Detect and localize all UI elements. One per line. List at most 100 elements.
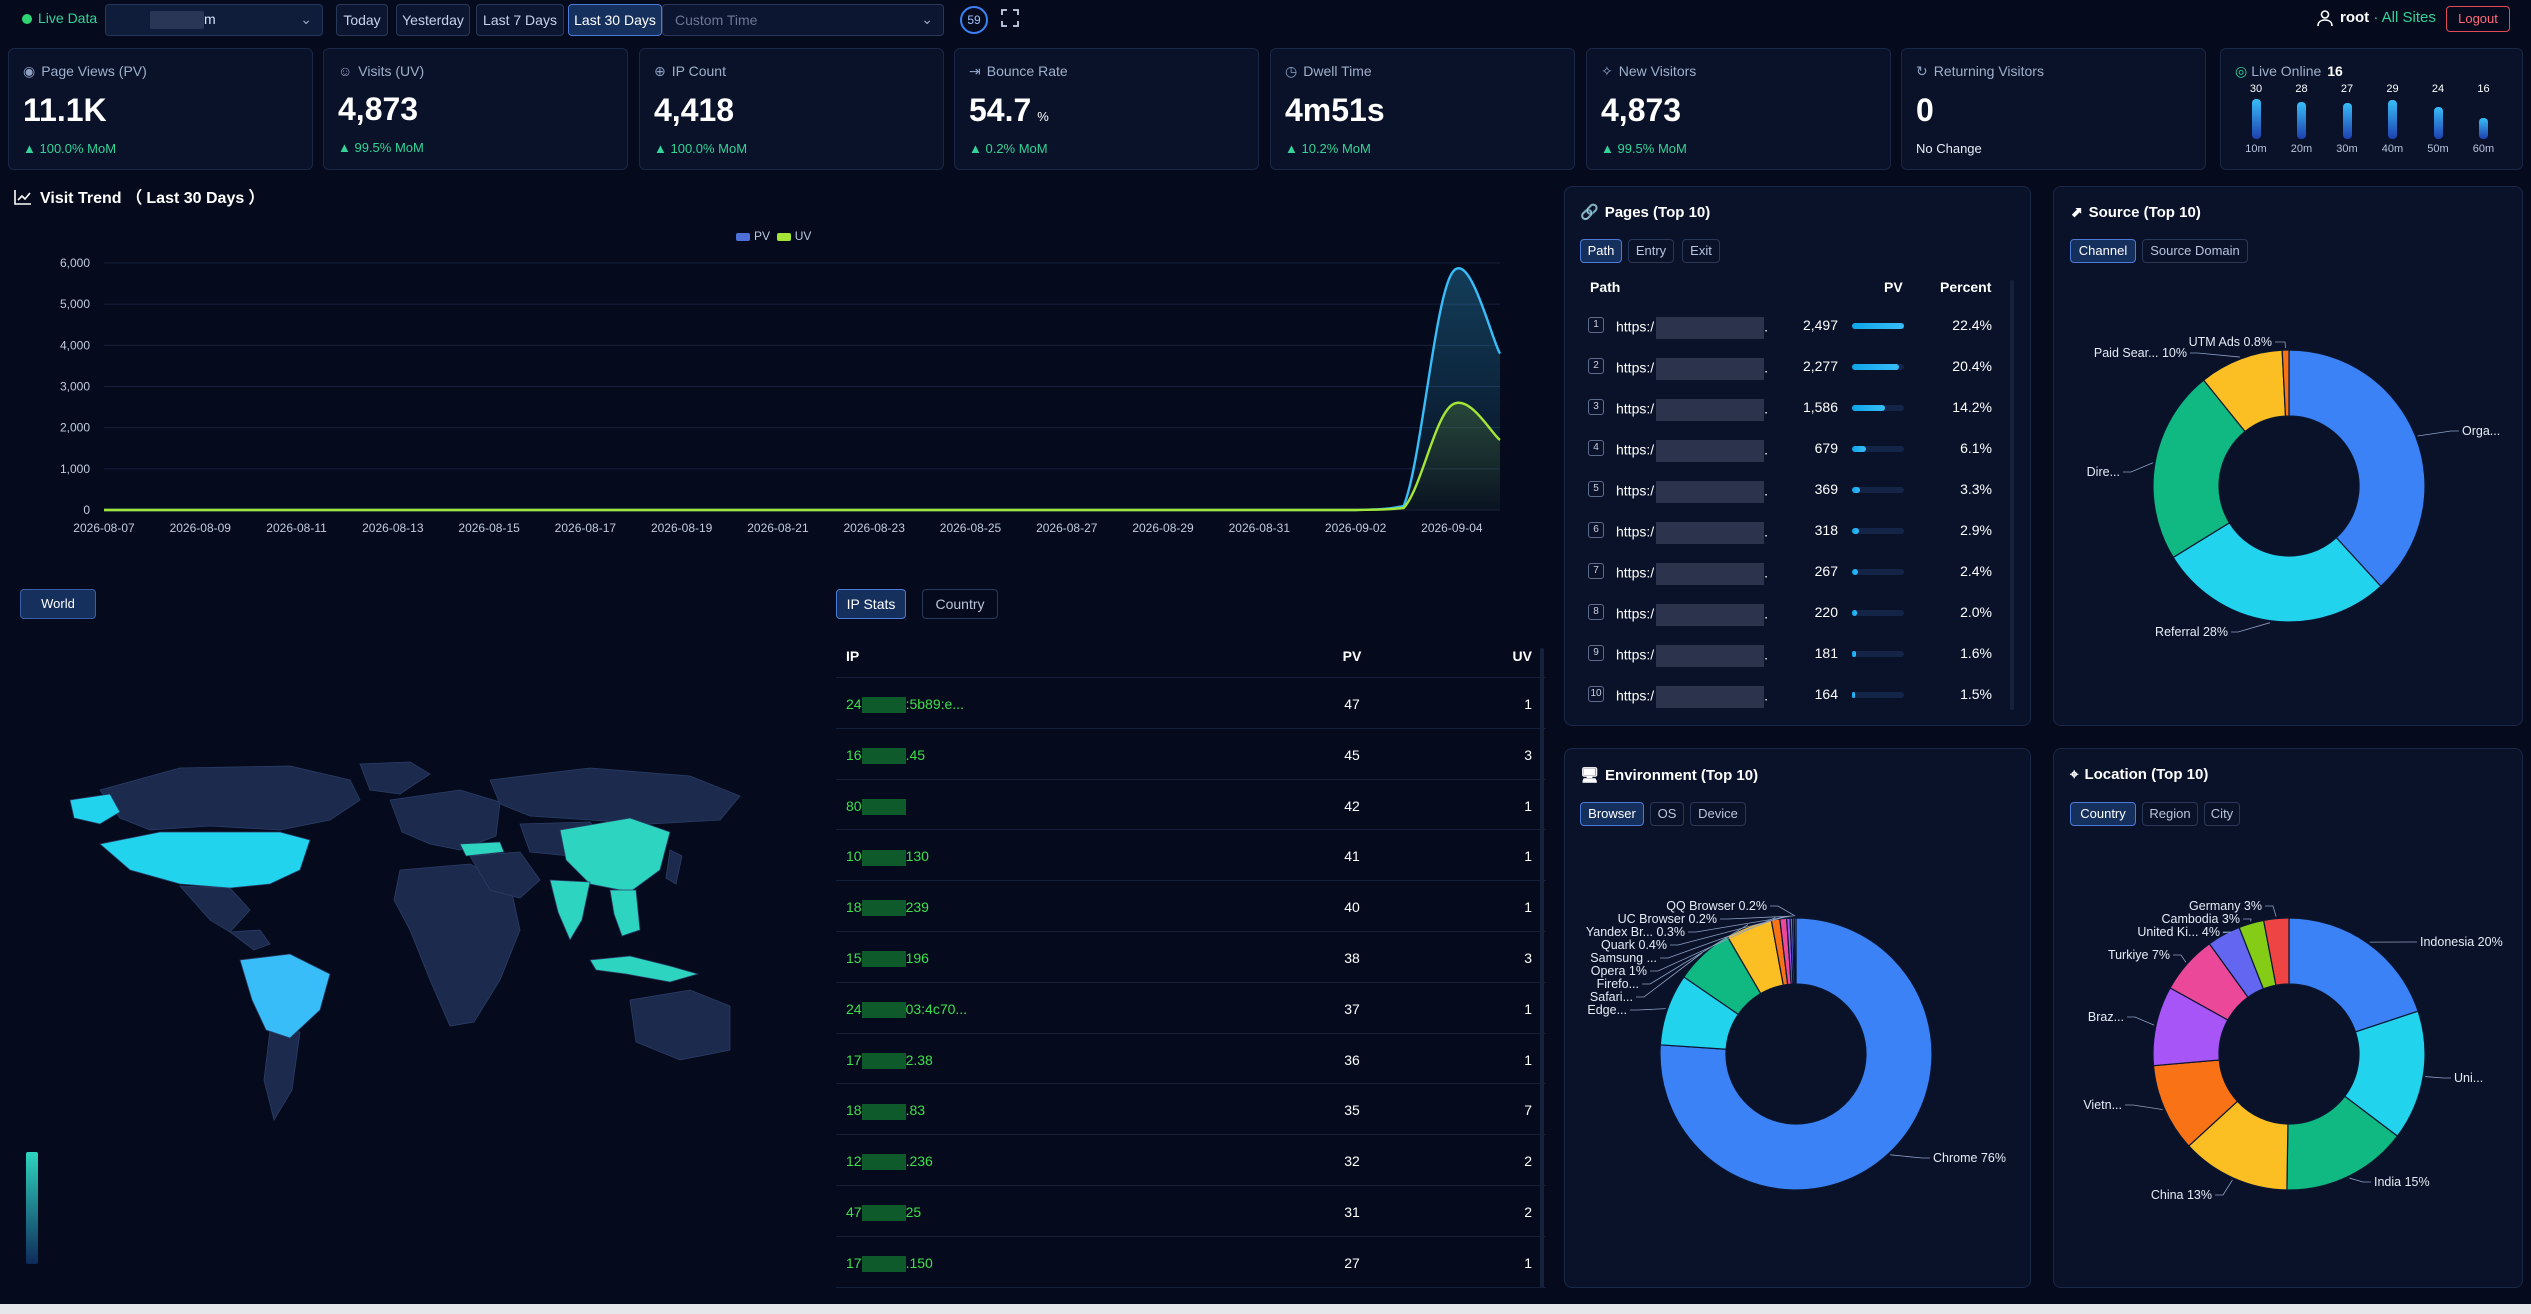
chevron-down-icon: ⌄ [300, 11, 312, 27]
page-row[interactable]: 10 https:/. 164 1.5% [1588, 674, 2000, 715]
pv-cell: 42 [1344, 797, 1360, 814]
pv-cell: 36 [1344, 1051, 1360, 1068]
page-row[interactable]: 2 https:/. 2,277 20.4% [1588, 346, 2000, 387]
series-line-uv[interactable] [104, 401, 1501, 512]
page-url[interactable]: https:/. [1616, 317, 1768, 339]
live-bar-label: 20m [2290, 143, 2313, 155]
column-header-uv[interactable]: UV [1512, 648, 1532, 664]
label-leader-line [1642, 924, 1749, 985]
page-url[interactable]: https:/. [1616, 563, 1768, 585]
tab-ip-stats[interactable]: IP Stats [836, 589, 906, 619]
time-last30-button[interactable]: Last 30 Days [568, 4, 662, 36]
refresh-countdown[interactable]: 59 [960, 6, 988, 34]
donut-slice[interactable] [2288, 349, 2426, 588]
page-url[interactable]: https:/. [1616, 522, 1768, 544]
table-row[interactable]: 47 25 31 2 [836, 1186, 1546, 1237]
table-row[interactable]: 17 2.38 36 1 [836, 1034, 1546, 1085]
tab-exit[interactable]: Exit [1682, 239, 1720, 263]
world-map[interactable] [30, 760, 770, 1140]
tab-entry[interactable]: Entry [1628, 239, 1674, 263]
tab-country[interactable]: Country [2070, 802, 2136, 826]
location-donut-chart[interactable]: Indonesia 20% Uni... India 15% China 13% Vie… [2053, 880, 2523, 1280]
page-row[interactable]: 4 https:/. 679 6.1% [1588, 428, 2000, 469]
donut-slice[interactable] [2288, 917, 2419, 1033]
page-url[interactable]: https:/. [1616, 440, 1768, 462]
environment-donut-chart[interactable]: Chrome 76% Edge...Safari...Firefo...Opera… [1564, 880, 2031, 1280]
source-donut-chart[interactable]: Orga... Referral 28% Dire... Paid Sear... 1… [2053, 280, 2523, 680]
table-row[interactable]: 12.236 32 2 [836, 1135, 1546, 1186]
table-row[interactable]: 17.150 27 1 [836, 1237, 1546, 1288]
site-select[interactable]: m ⌄ [105, 4, 323, 36]
column-header-pv[interactable]: PV [1342, 648, 1362, 664]
logout-button[interactable]: Logout [2446, 6, 2510, 32]
donut-slice[interactable] [1659, 917, 1933, 1191]
table-row[interactable]: 18 239 40 1 [836, 881, 1546, 932]
page-url[interactable]: https:/. [1616, 399, 1768, 421]
column-header-path[interactable]: Path [1590, 279, 1621, 295]
tab-channel[interactable]: Channel [2070, 239, 2136, 263]
visit-trend-chart[interactable]: 0 1,000 2,000 3,000 4,000 5,000 6,000 2026-08-0… [0, 240, 1540, 550]
page-row[interactable]: 1 https:/. 2,497 22.4% [1588, 305, 2000, 346]
column-header-ip[interactable]: IP [846, 648, 860, 664]
map-region-mexico [179, 885, 251, 933]
fullscreen-icon[interactable] [1000, 8, 1020, 28]
table-row[interactable]: 16.45 45 3 [836, 729, 1546, 780]
page-url[interactable]: https:/. [1616, 686, 1768, 708]
table-row[interactable]: 15 196 38 3 [836, 932, 1546, 983]
slice-label: Paid Sear... 10% [2094, 346, 2187, 360]
tab-source-domain[interactable]: Source Domain [2142, 239, 2248, 263]
page-row[interactable]: 7 https:/. 267 2.4% [1588, 551, 2000, 592]
donut-slice[interactable] [2152, 379, 2246, 559]
time-today-button[interactable]: Today [336, 4, 388, 36]
ip-mask [861, 951, 906, 968]
sparkle-icon: ✧ [1601, 63, 1613, 79]
page-row[interactable]: 9 https:/. 181 1.6% [1588, 633, 2000, 674]
tab-path[interactable]: Path [1580, 239, 1622, 263]
page-url[interactable]: https:/. [1616, 645, 1768, 667]
label-leader-line [2190, 352, 2240, 358]
donut-slice[interactable] [2281, 349, 2290, 417]
table-row[interactable]: 18.83 35 7 [836, 1084, 1546, 1136]
time-last7-button[interactable]: Last 7 Days [476, 4, 564, 36]
tab-browser[interactable]: Browser [1580, 802, 1644, 826]
page-row[interactable]: 8 https:/. 220 2.0% [1588, 592, 2000, 633]
pages-scrollbar[interactable] [2010, 280, 2014, 710]
time-yesterday-button[interactable]: Yesterday [396, 4, 470, 36]
table-row[interactable]: 24:5b89:e... 47 1 [836, 678, 1546, 729]
legend-label-pv[interactable]: PV [754, 229, 771, 243]
page-row[interactable]: 5 https:/. 369 3.3% [1588, 469, 2000, 510]
tab-device[interactable]: Device [1690, 802, 1746, 826]
page-url[interactable]: https:/. [1616, 481, 1768, 503]
tab-city[interactable]: City [2204, 802, 2240, 826]
custom-time-picker[interactable]: Custom Time ⌄ [662, 4, 944, 36]
world-map-button[interactable]: World [20, 589, 96, 619]
donut-slice[interactable] [2172, 521, 2382, 623]
kpi-mom: ▲ 99.5% MoM [1601, 141, 1687, 156]
legend-label-uv[interactable]: UV [794, 229, 812, 243]
donut-slice[interactable] [1793, 917, 1797, 985]
page-url[interactable]: https:/. [1616, 358, 1768, 380]
label-leader-line [1890, 1154, 1930, 1159]
page-row[interactable]: 3 https:/. 1,586 14.2% [1588, 387, 2000, 428]
url-mask [1656, 686, 1765, 708]
slice-label: UC Browser 0.2% [1618, 912, 1717, 926]
tab-region[interactable]: Region [2142, 802, 2198, 826]
label-leader-line [2215, 1179, 2233, 1196]
tab-country[interactable]: Country [922, 589, 998, 619]
column-header-pv[interactable]: PV [1884, 279, 1903, 295]
table-row[interactable]: 80 42 1 [836, 780, 1546, 831]
table-row[interactable]: 24 03:4c70... 37 1 [836, 983, 1546, 1034]
bottom-scrollbar[interactable] [0, 1304, 2531, 1314]
ip-table-scrollbar[interactable] [1540, 648, 1544, 1288]
page-url[interactable]: https:/. [1616, 604, 1768, 626]
donut-slice[interactable] [2262, 917, 2290, 986]
chevron-down-icon: ⌄ [921, 11, 933, 27]
page-row[interactable]: 6 https:/. 318 2.9% [1588, 510, 2000, 551]
tab-os[interactable]: OS [1650, 802, 1684, 826]
live-bar-fill [2297, 102, 2306, 139]
table-row[interactable]: 10 130 41 1 [836, 830, 1546, 882]
column-header-percent[interactable]: Percent [1940, 279, 1992, 295]
all-sites-link[interactable]: · All Sites [2373, 9, 2436, 26]
live-data-indicator[interactable]: Live Data [22, 10, 97, 26]
uv-cell: 1 [1524, 899, 1532, 916]
